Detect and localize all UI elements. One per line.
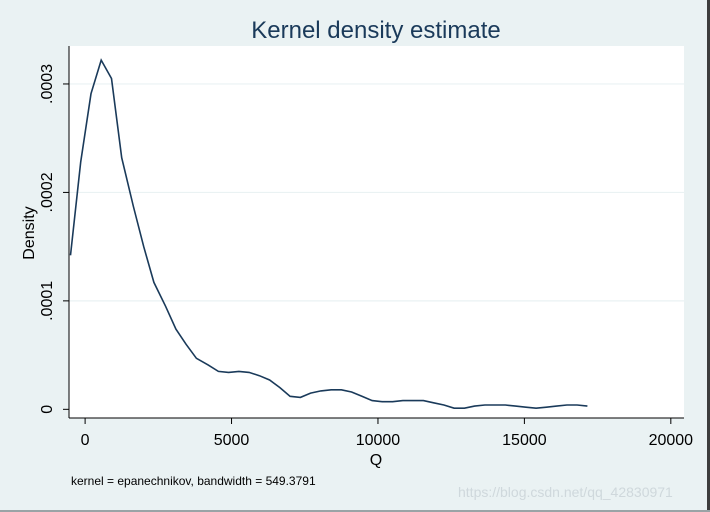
grid-lines [69, 83, 684, 302]
y-axis-title: Density [21, 206, 38, 259]
density-curve [69, 58, 588, 410]
window-right-edge [707, 0, 710, 512]
y-tick-label: .0002 [39, 172, 56, 212]
axes [68, 46, 684, 419]
x-axis-title: Q [370, 452, 382, 469]
plot-region [69, 46, 684, 418]
x-tick-label: 10000 [356, 432, 401, 449]
x-tick-label: 15000 [502, 432, 547, 449]
x-tick-label: 0 [81, 432, 90, 449]
x-tick-label: 5000 [214, 432, 250, 449]
x-tick-label: 20000 [649, 432, 694, 449]
chart-title: Kernel density estimate [251, 17, 500, 44]
y-tick-label: .0001 [39, 281, 56, 321]
y-tick-label: .0003 [39, 64, 56, 104]
window-bottom-edge [0, 510, 710, 512]
ticks: 0 .0001 .0002 .0003 0 5000 10000 15000 20000 [39, 64, 693, 449]
y-tick-label: 0 [39, 405, 56, 414]
watermark: https://blog.csdn.net/qq_42830971 [458, 484, 673, 500]
kernel-note: kernel = epanechnikov, bandwidth = 549.3… [71, 474, 316, 488]
